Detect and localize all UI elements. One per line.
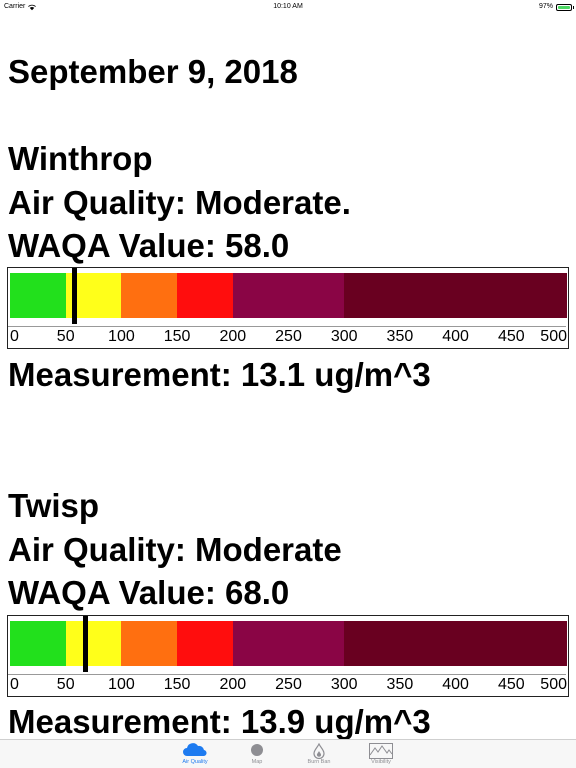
aqi-band bbox=[10, 621, 66, 666]
scale-tick-label: 0 bbox=[10, 676, 19, 693]
battery-icon bbox=[556, 3, 574, 11]
flame-icon bbox=[313, 743, 325, 759]
waqa-value-label: WAQA Value: 58.0 bbox=[8, 227, 290, 264]
scale-tick-label: 400 bbox=[442, 328, 469, 345]
status-bar: Carrier 10:10 AM 97% bbox=[0, 0, 576, 14]
battery-percent: 97% bbox=[538, 3, 553, 10]
scale-tick-label: 100 bbox=[108, 328, 135, 345]
scale-tick-label: 100 bbox=[108, 676, 135, 693]
aqi-scale-ticks: 0 50 100 150 200 250 300 350 400 450 500 bbox=[8, 326, 567, 347]
tab-label: Burn Ban bbox=[307, 759, 331, 765]
scale-tick-label: 500 bbox=[540, 676, 567, 693]
page-date: September 9, 2018 bbox=[8, 53, 298, 90]
scale-tick-label: 300 bbox=[330, 676, 358, 693]
tab-air-quality[interactable]: Air Quality bbox=[165, 740, 225, 768]
aqi-color-bar bbox=[10, 621, 567, 666]
scale-tick-label: 50 bbox=[56, 676, 75, 693]
aqi-band bbox=[121, 621, 178, 666]
air-quality-label: Air Quality: Moderate bbox=[8, 531, 342, 568]
scale-tick-label: 350 bbox=[386, 676, 414, 693]
map-dot-icon bbox=[251, 744, 263, 756]
scale-tick-label: 400 bbox=[442, 676, 469, 693]
tab-label: Air Quality bbox=[182, 759, 208, 765]
scale-tick-label: 200 bbox=[219, 328, 247, 345]
measurement-label: Measurement: 13.1 ug/m^3 bbox=[8, 356, 431, 393]
aqi-band bbox=[344, 621, 567, 666]
tab-label: Map bbox=[251, 759, 263, 765]
aqi-color-bar bbox=[10, 273, 567, 318]
scale-tick-label: 450 bbox=[497, 328, 525, 345]
location-name: Twisp bbox=[8, 487, 100, 524]
aqi-band bbox=[10, 273, 66, 318]
carrier-label: Carrier bbox=[4, 3, 26, 10]
cloud-icon bbox=[183, 743, 207, 757]
tab-bar: Air Quality Map Burn Ban Visibility bbox=[0, 739, 576, 768]
scale-tick-label: 50 bbox=[56, 328, 75, 345]
aqi-band bbox=[232, 621, 345, 666]
aqi-band bbox=[177, 273, 233, 318]
aqi-band bbox=[177, 621, 233, 666]
location-name: Winthrop bbox=[8, 140, 153, 177]
aqi-needle bbox=[83, 616, 89, 672]
scale-tick-label: 300 bbox=[330, 328, 358, 345]
waqa-value-label: WAQA Value: 68.0 bbox=[8, 574, 290, 611]
scale-tick-label: 250 bbox=[275, 328, 302, 345]
status-time: 10:10 AM bbox=[273, 3, 303, 10]
aqi-gauge: 0 50 100 150 200 250 300 350 400 450 500 bbox=[7, 267, 569, 349]
scale-tick-label: 150 bbox=[163, 328, 191, 345]
tab-visibility[interactable]: Visibility bbox=[351, 740, 411, 768]
status-left: Carrier bbox=[4, 0, 37, 14]
aqi-band bbox=[121, 273, 178, 318]
tab-burn-ban[interactable]: Burn Ban bbox=[289, 740, 349, 768]
aqi-needle bbox=[72, 268, 78, 324]
air-quality-label: Air Quality: Moderate. bbox=[8, 184, 351, 221]
scale-tick-label: 450 bbox=[497, 676, 525, 693]
aqi-band bbox=[232, 273, 345, 318]
scale-tick-label: 250 bbox=[275, 676, 302, 693]
scale-tick-label: 200 bbox=[219, 676, 247, 693]
scale-tick-label: 350 bbox=[386, 328, 414, 345]
tab-label: Visibility bbox=[371, 759, 391, 765]
aqi-band bbox=[344, 273, 567, 318]
wifi-icon bbox=[28, 4, 37, 10]
aqi-scale-ticks: 0 50 100 150 200 250 300 350 400 450 500 bbox=[8, 674, 567, 695]
aqi-gauge: 0 50 100 150 200 250 300 350 400 450 500 bbox=[7, 615, 569, 697]
scale-tick-label: 500 bbox=[540, 328, 567, 345]
status-right: 97% bbox=[538, 0, 574, 14]
measurement-label: Measurement: 13.9 ug/m^3 bbox=[8, 703, 431, 740]
mountain-icon bbox=[369, 743, 393, 759]
scale-tick-label: 0 bbox=[10, 328, 19, 345]
aqi-band bbox=[65, 621, 122, 666]
tab-map[interactable]: Map bbox=[227, 740, 287, 768]
scale-tick-label: 150 bbox=[163, 676, 191, 693]
